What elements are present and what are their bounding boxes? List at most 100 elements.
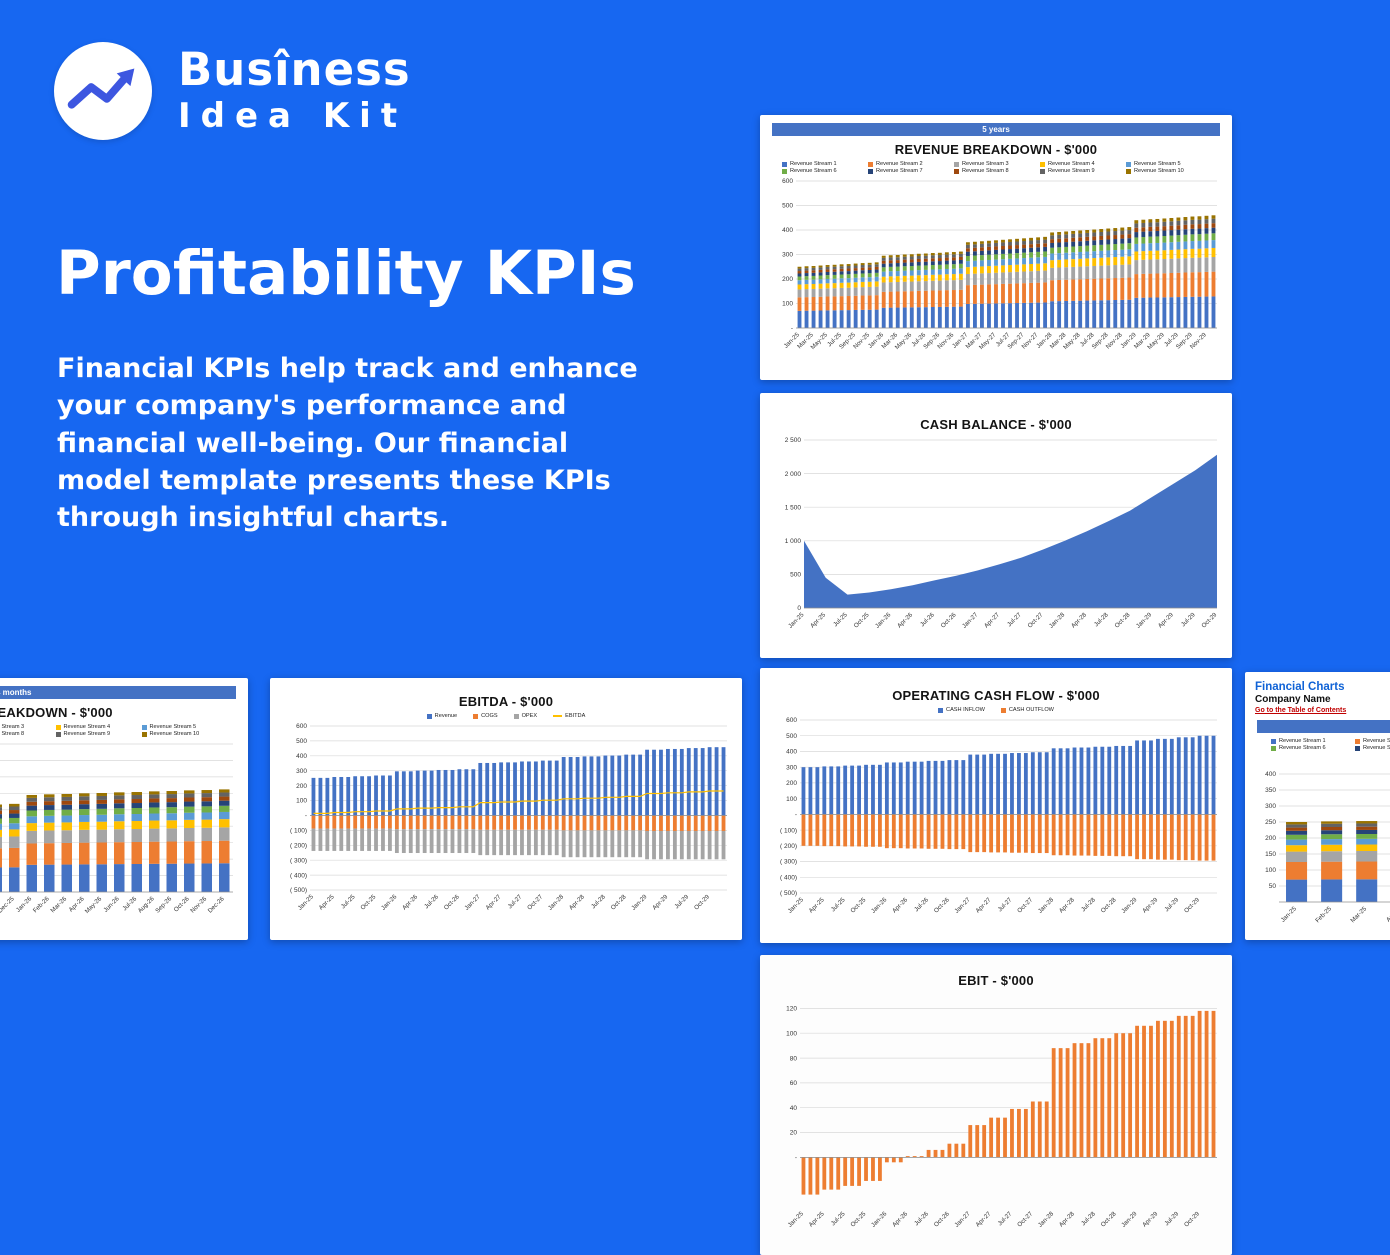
svg-text:Mar-25: Mar-25 — [1349, 905, 1368, 924]
svg-text:Jan-27: Jan-27 — [953, 896, 972, 915]
chart-plot: 120 100 80 60 40 20- Jan-25 Apr-25 Jul-25 Oct-25 J… — [770, 992, 1222, 1247]
svg-text:300: 300 — [786, 764, 797, 771]
chart-plot: Jan-25Feb-25Mar-25Apr-25May-25Jun-25Jul-… — [0, 740, 238, 932]
svg-text:Oct-28: Oct-28 — [610, 893, 628, 911]
svg-text:Jan-27: Jan-27 — [463, 893, 482, 912]
svg-text:20: 20 — [790, 1130, 798, 1137]
svg-text:Mar-26: Mar-26 — [49, 895, 68, 914]
svg-text:Jan-27: Jan-27 — [953, 1210, 972, 1229]
svg-text:Oct-27: Oct-27 — [526, 893, 544, 911]
chart-card-cash-balance: CASH BALANCE - $'000 2 500 2 000 1 500 1 00… — [760, 393, 1232, 658]
chart-period-banner: 24 months — [0, 686, 236, 699]
brand: Busîness Idea Kit — [54, 42, 411, 140]
svg-text:Jan-26: Jan-26 — [870, 1210, 889, 1229]
svg-text:Jul-28: Jul-28 — [1080, 896, 1097, 913]
svg-text:Jul-26: Jul-26 — [913, 896, 930, 913]
svg-text:600: 600 — [782, 178, 793, 185]
legend-item: COGS — [473, 713, 498, 719]
brand-name: Busîness Idea Kit — [178, 46, 411, 137]
chart-title: CASH BALANCE - $'000 — [920, 417, 1072, 432]
trend-arrow-icon — [67, 68, 135, 109]
legend-item: CASH INFLOW — [938, 707, 985, 713]
svg-text:Oct-26: Oct-26 — [940, 611, 958, 629]
legend-label: Revenue Stream 3 — [962, 161, 1009, 167]
svg-text:400: 400 — [786, 749, 797, 756]
svg-text:300: 300 — [296, 768, 307, 775]
svg-text:Oct-26: Oct-26 — [933, 1210, 951, 1228]
svg-text:Apr-28: Apr-28 — [1058, 896, 1076, 914]
table-of-contents-link[interactable]: Go to the Table of Contents — [1255, 707, 1347, 714]
svg-text:-: - — [305, 813, 307, 820]
svg-text:Apr-25: Apr-25 — [808, 896, 826, 914]
svg-text:Jul-27: Jul-27 — [1006, 611, 1023, 628]
svg-text:Feb-26: Feb-26 — [32, 895, 51, 914]
svg-text:Jul-26: Jul-26 — [919, 611, 936, 628]
svg-text:Oct-28: Oct-28 — [1100, 896, 1118, 914]
svg-text:Apr-29: Apr-29 — [1157, 611, 1175, 629]
svg-text:Jan-25: Jan-25 — [787, 611, 806, 630]
legend-item: Revenue Stream 2 — [868, 161, 952, 167]
chart-svg: 400 350 300 250 200 150 100 50 Jan-25 Feb-25 Mar-2… — [1265, 771, 1390, 924]
svg-text:Apr-29: Apr-29 — [651, 893, 669, 911]
svg-text:Oct-25: Oct-25 — [853, 611, 871, 629]
legend-swatch — [141, 724, 147, 730]
svg-text:Oct-26: Oct-26 — [173, 895, 191, 913]
legend-label: EBITDA — [565, 713, 586, 719]
legend-swatch — [1000, 707, 1006, 713]
legend-label: Revenue Stream 6 — [1279, 745, 1326, 751]
svg-text:-: - — [795, 1155, 797, 1162]
legend-swatch — [1271, 745, 1276, 751]
svg-text:100: 100 — [1265, 867, 1276, 874]
svg-text:( 100): ( 100) — [780, 827, 797, 834]
svg-text:Sep-26: Sep-26 — [154, 895, 173, 914]
legend-label: CASH INFLOW — [946, 707, 985, 713]
legend-swatch — [1126, 168, 1131, 174]
svg-text:Jan-29: Jan-29 — [1120, 896, 1139, 915]
svg-text:500: 500 — [786, 733, 797, 740]
chart-period-banner — [1257, 720, 1390, 733]
svg-text:400: 400 — [296, 753, 307, 760]
svg-text:120: 120 — [786, 1006, 797, 1013]
svg-text:Jan-28: Jan-28 — [1048, 611, 1067, 630]
chart-title: EBITDA - $'000 — [458, 694, 554, 709]
legend-swatch — [868, 168, 873, 174]
legend-item: Revenue Stream 4 — [55, 724, 140, 730]
svg-text:60: 60 — [790, 1080, 798, 1087]
svg-text:Oct-29: Oct-29 — [1183, 1210, 1201, 1228]
legend-label: Revenue Stream 9 — [63, 731, 111, 737]
chart-card-ebitda: EBITDA - $'000 Revenue COGS OPEX EBITDA 600… — [270, 678, 742, 940]
svg-text:50: 50 — [1269, 883, 1277, 890]
svg-text:-: - — [795, 812, 797, 819]
chart-plot: 600 500 400 300 200 100 - ( 100) ( 200) ( 300) ( 4… — [280, 722, 732, 932]
svg-text:Jan-29: Jan-29 — [1135, 611, 1154, 630]
svg-text:Oct-25: Oct-25 — [359, 893, 377, 911]
svg-text:( 200): ( 200) — [290, 843, 307, 850]
svg-text:Jan-25: Jan-25 — [787, 1210, 806, 1229]
svg-text:Jul-29: Jul-29 — [673, 893, 690, 910]
svg-text:Apr-26: Apr-26 — [896, 611, 914, 629]
svg-text:Jan-25: Jan-25 — [297, 893, 316, 912]
svg-text:Apr-29: Apr-29 — [1141, 896, 1159, 914]
svg-text:Apr-25: Apr-25 — [318, 893, 336, 911]
legend-label: Revenue Stream 2 — [876, 161, 923, 167]
page-title: Profitability KPIs — [56, 238, 636, 309]
svg-text:150: 150 — [1265, 851, 1276, 858]
svg-text:Apr-27: Apr-27 — [974, 896, 992, 914]
svg-text:Jul-25: Jul-25 — [830, 896, 847, 913]
brand-name-line2: Idea Kit — [178, 96, 408, 137]
svg-text:Apr-28: Apr-28 — [1070, 611, 1088, 629]
chart-plot: 400 350 300 250 200 150 100 50 Jan-25 Feb-25 Mar-2… — [1255, 754, 1390, 932]
svg-text:Oct-27: Oct-27 — [1016, 896, 1034, 914]
legend-label: Revenue Stream 4 — [1048, 161, 1095, 167]
legend-label: Revenue Stream 5 — [149, 724, 197, 730]
svg-text:600: 600 — [786, 717, 797, 724]
legend-item: EBITDA — [553, 713, 585, 719]
legend-label: Revenue — [434, 713, 458, 719]
svg-text:Jul-28: Jul-28 — [1093, 611, 1110, 628]
svg-text:( 400): ( 400) — [780, 875, 797, 882]
chart-card-revenue-breakdown-24m: 24 months REVENUE BREAKDOWN - $'000 Reve… — [0, 678, 248, 940]
chart-card-ebit: EBIT - $'000 120 100 80 60 40 20 - Jan-25 Apr-25… — [760, 955, 1232, 1255]
legend-swatch — [55, 731, 61, 737]
